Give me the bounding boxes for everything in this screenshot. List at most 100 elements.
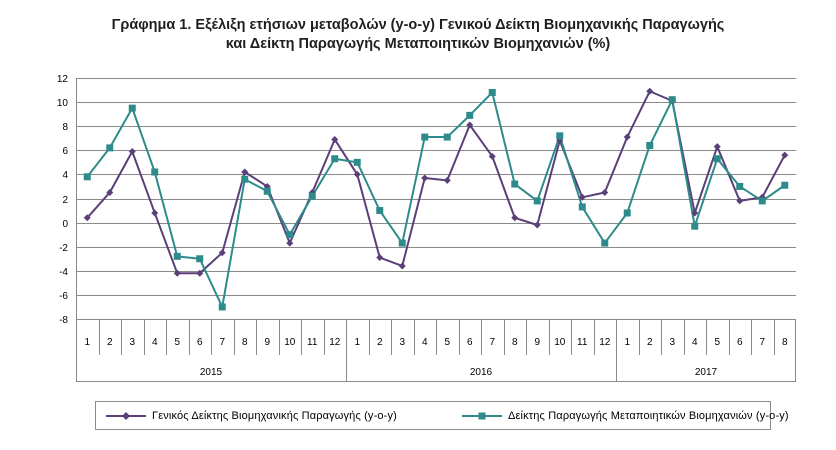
- data-point: [308, 192, 316, 200]
- data-point: [376, 207, 384, 215]
- series-lines: [83, 87, 789, 311]
- data-point: [286, 231, 294, 239]
- legend-marker-diamond-icon: [106, 412, 146, 420]
- data-point: [443, 176, 451, 184]
- data-point: [691, 222, 699, 230]
- x-tick-label: 7: [219, 337, 225, 348]
- data-point: [466, 111, 474, 119]
- data-point: [173, 269, 181, 277]
- data-point: [533, 221, 541, 229]
- data-point: [353, 158, 361, 166]
- x-tick-label: 11: [307, 337, 318, 348]
- legend-label-manufacturing-index: Δείκτης Παραγωγής Μεταποιητικών Βιομηχαν…: [508, 410, 789, 422]
- x-tick-label: 1: [84, 337, 90, 348]
- data-point: [196, 269, 204, 277]
- data-point: [556, 132, 564, 140]
- data-point: [601, 188, 609, 196]
- data-point: [533, 197, 541, 205]
- data-point: [196, 255, 204, 263]
- y-tick-label: 8: [62, 122, 68, 133]
- legend-marker-square-icon: [462, 412, 502, 420]
- x-tick-label: 5: [714, 337, 720, 348]
- data-point: [668, 96, 676, 104]
- data-point: [263, 187, 271, 195]
- data-point: [218, 303, 226, 311]
- data-point: [421, 133, 429, 141]
- chart-title: Γράφημα 1. Εξέλιξη ετήσιων μεταβολών (y-…: [0, 16, 836, 54]
- x-tick-label: 9: [264, 337, 270, 348]
- data-point: [736, 197, 744, 205]
- data-point: [466, 121, 474, 129]
- data-point: [646, 141, 654, 149]
- data-point: [241, 175, 249, 183]
- y-tick-label: 2: [62, 195, 68, 206]
- data-point: [106, 144, 114, 152]
- legend-label-general-index: Γενικός Δείκτης Βιομηχανικής Παραγωγής (…: [152, 410, 397, 422]
- data-point: [421, 174, 429, 182]
- data-point: [128, 148, 136, 156]
- x-tick-label: 12: [329, 337, 341, 348]
- chart-title-line-1: Γράφημα 1. Εξέλιξη ετήσιων μεταβολών (y-…: [111, 17, 725, 33]
- data-point: [398, 239, 406, 247]
- x-tick-label: 6: [197, 337, 203, 348]
- legend: Γενικός Δείκτης Βιομηχανικής Παραγωγής (…: [95, 401, 789, 430]
- data-point: [646, 87, 654, 95]
- x-tick-label: 10: [554, 337, 566, 348]
- y-tick-label: -2: [59, 243, 68, 254]
- data-point: [736, 182, 744, 190]
- chart-title-line-2: και Δείκτη Παραγωγής Μεταποιητικών Βιομη…: [225, 36, 611, 52]
- data-point: [331, 155, 339, 163]
- x-tick-label: 10: [284, 337, 296, 348]
- x-tick-label: 5: [174, 337, 180, 348]
- x-tick-label: 3: [669, 337, 675, 348]
- y-tick-label: 10: [57, 98, 69, 109]
- x-tick-label: 1: [354, 337, 360, 348]
- x-tick-label: 7: [759, 337, 765, 348]
- data-point: [173, 252, 181, 260]
- x-tick-label: 9: [534, 337, 540, 348]
- series-line-2: [86, 91, 786, 308]
- data-point: [511, 214, 519, 222]
- x-tick-label: 4: [422, 337, 428, 348]
- x-tick-label: 12: [599, 337, 611, 348]
- x-tick-label: 6: [467, 337, 473, 348]
- x-tick-label: 11: [577, 337, 588, 348]
- data-point: [443, 133, 451, 141]
- data-point: [578, 193, 586, 201]
- legend-item-general-index: Γενικός Δείκτης Βιομηχανικής Παραγωγής (…: [104, 409, 397, 423]
- y-tick-label: -6: [59, 291, 68, 302]
- data-point: [511, 180, 519, 188]
- data-point: [83, 173, 91, 181]
- y-tick-label: 12: [57, 74, 69, 85]
- x-tick-label: 4: [692, 337, 698, 348]
- data-point: [781, 151, 789, 159]
- data-point: [623, 209, 631, 217]
- data-point: [286, 239, 294, 247]
- x-tick-label: 2: [107, 337, 113, 348]
- year-label: 2016: [470, 367, 493, 378]
- year-label: 2017: [695, 367, 718, 378]
- x-tick-label: 8: [512, 337, 518, 348]
- data-point: [713, 143, 721, 151]
- x-tick-label: 3: [399, 337, 405, 348]
- data-point: [713, 155, 721, 163]
- data-point: [691, 209, 699, 217]
- data-point: [601, 239, 609, 247]
- x-tick-label: 2: [377, 337, 383, 348]
- data-point: [218, 249, 226, 257]
- data-point: [758, 197, 766, 205]
- x-tick-label: 6: [737, 337, 743, 348]
- legend-item-manufacturing-index: Δείκτης Παραγωγής Μεταποιητικών Βιομηχαν…: [460, 409, 789, 423]
- x-tick-label: 8: [782, 337, 788, 348]
- y-tick-label: -8: [59, 315, 68, 326]
- x-tick-label: 4: [152, 337, 158, 348]
- data-point: [398, 262, 406, 270]
- gridlines: [76, 78, 796, 320]
- data-point: [578, 203, 586, 211]
- x-tick-label: 3: [129, 337, 135, 348]
- data-point: [128, 104, 136, 112]
- y-tick-label: 0: [62, 219, 68, 230]
- data-point: [376, 254, 384, 262]
